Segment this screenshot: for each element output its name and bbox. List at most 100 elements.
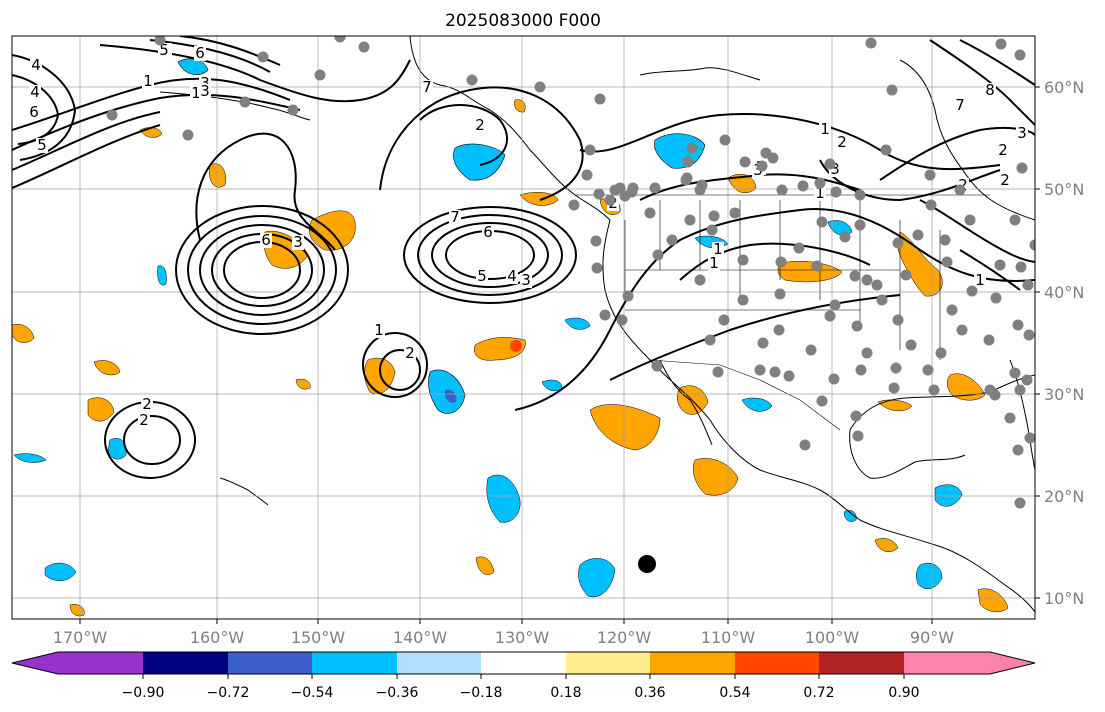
station-dot	[861, 347, 873, 359]
station-dot	[886, 84, 898, 96]
station-dot	[358, 41, 370, 53]
station-dot	[466, 74, 478, 86]
station-dot	[828, 373, 840, 385]
station-dot	[824, 310, 836, 322]
latitude-label: 50°N	[1044, 180, 1084, 199]
colorbar-swatch	[143, 652, 228, 674]
contour-line	[99, 44, 411, 103]
contour-label: 4	[507, 267, 517, 285]
shading-blob	[514, 99, 526, 113]
contour-label-bg	[28, 105, 40, 120]
station-dot	[941, 256, 953, 268]
station-dot	[966, 285, 978, 297]
station-dot	[830, 186, 842, 198]
latitude-label: 10°N	[1044, 589, 1084, 608]
station-dot	[829, 299, 841, 311]
station-dot	[591, 262, 603, 274]
station-dot	[855, 364, 867, 376]
shading-blob	[564, 317, 591, 330]
shading-blob	[309, 210, 356, 251]
station-dot	[1016, 162, 1028, 174]
station-dot	[805, 344, 817, 356]
contour-label-bg	[138, 413, 150, 428]
contour-line	[379, 349, 421, 391]
colorbar-tick-label: −0.18	[460, 685, 503, 701]
station-dot	[814, 177, 826, 189]
baja-california	[659, 359, 713, 446]
us-mexico-border	[649, 359, 841, 431]
station-dot	[1004, 412, 1016, 424]
contour-label-bg	[520, 273, 532, 288]
station-dots	[106, 36, 1035, 509]
station-dot	[854, 219, 866, 231]
contour-label-bg	[506, 269, 518, 284]
contour-label: 8	[985, 81, 995, 99]
contour-label: 2	[139, 411, 149, 429]
contour-label: 5	[37, 136, 47, 154]
contour-label-bg	[292, 235, 304, 250]
station-dot	[1014, 497, 1026, 509]
contour-label: 3	[830, 160, 840, 178]
station-dot	[799, 439, 811, 451]
station-dot	[686, 142, 698, 154]
station-dot	[182, 129, 194, 141]
station-dot	[892, 314, 904, 326]
station-dot	[880, 144, 892, 156]
station-dot	[1014, 49, 1026, 61]
latitude-label: 20°N	[1044, 487, 1084, 506]
station-dot	[956, 324, 968, 336]
contour-label: 2	[475, 116, 485, 134]
contour-line	[579, 113, 1001, 171]
contour-label-bg	[449, 210, 461, 225]
station-dot	[851, 320, 863, 332]
station-dot	[775, 256, 787, 268]
contour-label-bg	[29, 85, 41, 100]
station-dot	[704, 334, 716, 346]
contour-line	[679, 242, 871, 281]
station-dot	[739, 156, 751, 168]
shading-blob	[519, 192, 559, 206]
station-dot	[593, 188, 605, 200]
station-dot	[614, 182, 626, 194]
station-dot	[1024, 432, 1035, 444]
shading-blob	[209, 163, 226, 188]
station-dot	[773, 324, 785, 336]
colorbar-swatch	[566, 652, 650, 674]
station-dot	[876, 294, 888, 306]
station-dot	[816, 395, 828, 407]
contour-label-bg	[482, 225, 494, 240]
colorbar-tick-label: 0.72	[803, 685, 834, 701]
station-dot	[1009, 367, 1021, 379]
contour-label: 7	[422, 78, 432, 96]
station-dot	[925, 199, 937, 211]
map-frame	[11, 35, 1036, 620]
station-dot	[994, 259, 1006, 271]
station-dot	[616, 314, 628, 326]
contour-label: 5	[477, 267, 487, 285]
contour-label: 2	[1000, 171, 1010, 189]
station-dot	[314, 69, 326, 81]
map-title: 2025083000 F000	[445, 11, 601, 31]
station-dot	[626, 186, 638, 198]
station-dot	[681, 172, 693, 184]
contour-line	[403, 206, 577, 304]
contour-label-bg	[999, 173, 1011, 188]
station-dot	[824, 158, 836, 170]
station-dot	[718, 314, 730, 326]
colorbar-swatch	[650, 652, 735, 674]
station-dot	[756, 160, 768, 172]
station-dot	[684, 214, 696, 226]
station-dot	[888, 382, 900, 394]
shading-blob	[157, 265, 167, 286]
shading-blob	[444, 389, 457, 403]
shading-blob	[916, 562, 943, 590]
contour-label-bg	[997, 143, 1009, 158]
contour-label-bg	[708, 256, 720, 271]
latitude-axis: 60°N 50°N 40°N 30°N 20°N 10°N	[1035, 78, 1084, 608]
contour-label-bg	[36, 138, 48, 153]
shading-blob	[93, 360, 121, 376]
station-dot	[666, 234, 678, 246]
station-dot	[682, 156, 694, 168]
shading-blob	[87, 397, 115, 422]
colorbar: −0.90 −0.72 −0.54 −0.36 −0.18 0.18 0.36 0.54 0.7…	[11, 651, 1036, 701]
